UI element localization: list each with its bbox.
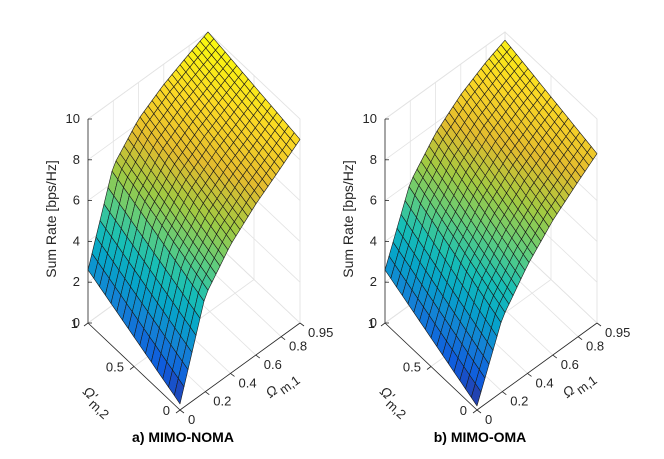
y-tick-label: 0.4	[239, 375, 257, 390]
z-axis-title: Sum Rate [bps/Hz]	[43, 160, 59, 278]
panel-caption: a) MIMO-NOMA	[132, 429, 234, 445]
surface-cell	[470, 383, 482, 407]
y-tick	[179, 409, 185, 414]
z-tick-label: 8	[370, 152, 377, 167]
x-tick	[129, 366, 135, 370]
y-tick	[299, 322, 305, 327]
z-tick-label: 10	[363, 111, 377, 126]
x-axis-title: Ω'm,2	[377, 383, 409, 422]
z-axis-title: Sum Rate [bps/Hz]	[340, 160, 356, 278]
y-tick-label: 0	[188, 412, 195, 427]
z-tick-label: 6	[73, 193, 80, 208]
x-tick-label: 1	[368, 316, 375, 331]
x-tick	[380, 322, 386, 327]
y-tick-label: 0.2	[510, 394, 528, 409]
x-tick	[175, 409, 181, 414]
y-axis-title-sub: m,1	[276, 372, 302, 397]
y-tick-label: 0.95	[605, 325, 630, 340]
y-tick	[280, 336, 286, 341]
y-tick-label: 0	[485, 412, 492, 427]
y-tick	[502, 391, 507, 396]
y-tick-label: 0.8	[289, 339, 307, 354]
y-axis-title: Ωm,1	[559, 372, 599, 400]
y-axis-line	[476, 322, 598, 411]
z-tick-label: 6	[370, 193, 377, 208]
y-tick-label: 0.95	[308, 325, 333, 340]
y-axis-title: Ωm,1	[262, 372, 302, 400]
z-tick-label: 2	[370, 274, 377, 289]
x-tick-label: 0	[460, 403, 467, 418]
grid-line-z	[384, 31, 506, 120]
y-axis-line	[179, 322, 301, 411]
x-tick-label: 0	[163, 403, 170, 418]
y-axis-title-sub: m,1	[573, 372, 599, 397]
z-tick-label: 8	[73, 152, 80, 167]
y-tick	[552, 354, 558, 359]
x-tick-label: 1	[71, 316, 78, 331]
y-tick-label: 0.6	[264, 357, 282, 372]
z-tick-label: 4	[73, 233, 80, 248]
y-tick-label: 0.4	[536, 375, 554, 390]
x-axis-title: Ω'm,2	[80, 383, 112, 422]
y-tick	[577, 336, 583, 341]
y-tick	[205, 391, 210, 396]
z-tick-label: 2	[73, 274, 80, 289]
y-tick	[527, 373, 532, 377]
y-tick-label: 0.2	[213, 394, 231, 409]
y-tick	[255, 354, 261, 359]
y-tick	[230, 373, 235, 377]
y-tick-label: 0.8	[586, 339, 604, 354]
x-tick-label: 0.5	[403, 360, 421, 375]
x-tick-label: 0.5	[106, 360, 124, 375]
y-tick	[596, 322, 602, 327]
y-tick-label: 0.6	[561, 357, 579, 372]
z-tick-label: 4	[370, 233, 377, 248]
panel-caption: b) MIMO-OMA	[434, 429, 527, 445]
x-tick	[472, 409, 478, 414]
x-tick	[426, 366, 432, 370]
grid-line-z	[87, 31, 209, 120]
surface-cell	[174, 378, 185, 405]
z-tick-label: 0	[73, 315, 80, 330]
y-tick	[476, 409, 482, 414]
x-tick	[83, 322, 89, 327]
z-tick-label: 10	[66, 111, 80, 126]
z-tick-label: 0	[370, 315, 377, 330]
